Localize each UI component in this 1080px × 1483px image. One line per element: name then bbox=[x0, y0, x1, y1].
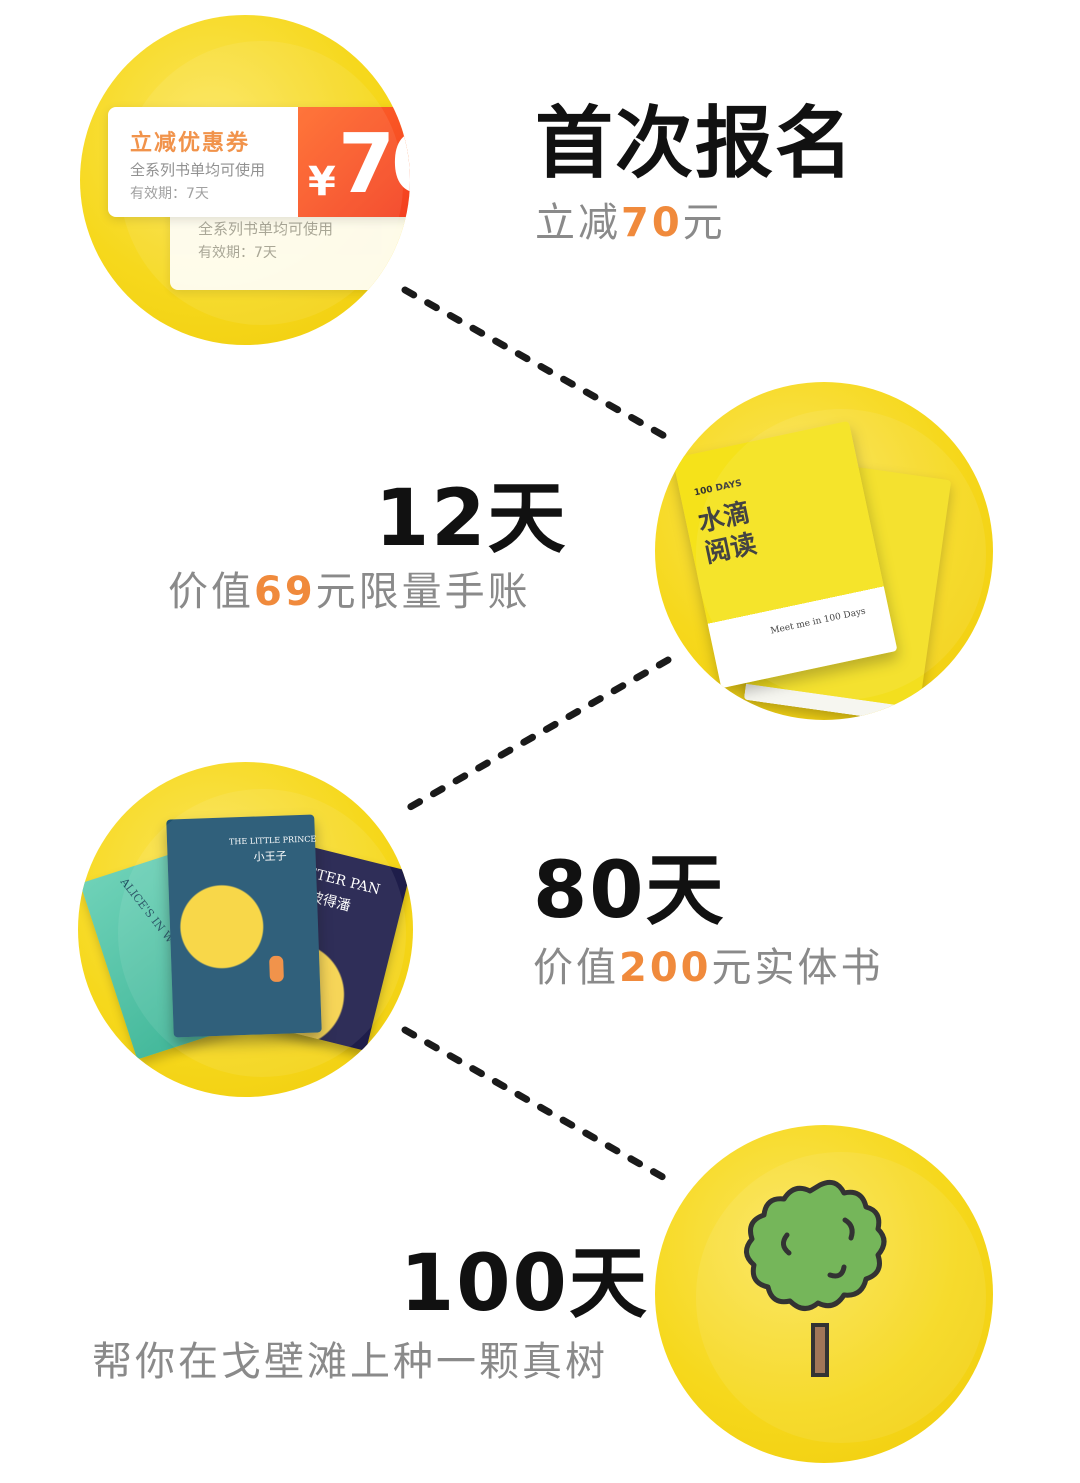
coupon-amount-panel: ¥ 70 bbox=[298, 107, 410, 217]
coupon-currency: ¥ bbox=[308, 159, 336, 205]
step3-subtitle: 价值200元实体书 bbox=[533, 948, 884, 988]
tree-circle bbox=[655, 1125, 993, 1463]
coupon-back: 全系列书单均可使用 有效期：7天 ¥ bbox=[170, 160, 410, 290]
step2-subtitle-prefix: 价值 bbox=[168, 569, 254, 615]
step3-title: 80天 bbox=[533, 846, 726, 936]
step3-subtitle-prefix: 价值 bbox=[533, 945, 619, 991]
coupon-front: 立减优惠券 全系列书单均可使用 有效期：7天 ¥ 70 bbox=[108, 107, 410, 217]
step1-subtitle-highlight: 70 bbox=[621, 200, 683, 246]
book-alice-title: ALICE'S IN W bbox=[117, 875, 177, 946]
coupon-back-desc: 全系列书单均可使用 bbox=[198, 220, 334, 238]
book-little-prince-figure bbox=[269, 955, 284, 983]
step4-subtitle: 帮你在戈壁滩上种一颗真树 bbox=[92, 1342, 608, 1382]
notebook-circle: 100 DAYS 水滴 阅读 Meet me in 100 Days bbox=[655, 382, 993, 720]
step2-subtitle: 价值69元限量手账 bbox=[168, 572, 531, 612]
step3-subtitle-highlight: 200 bbox=[619, 945, 712, 991]
connector-1 bbox=[401, 286, 672, 442]
step4-subtitle-prefix: 帮你在戈壁滩上种一颗真树 bbox=[92, 1339, 608, 1385]
notebook-title-line2: 阅读 bbox=[702, 529, 760, 570]
step1-subtitle-prefix: 立减 bbox=[535, 200, 621, 246]
book-peter-pan: PETER PAN 彼得潘 bbox=[247, 841, 411, 1052]
coupon-back-validity: 有效期：7天 bbox=[198, 245, 277, 261]
step1-subtitle-suffix: 元 bbox=[682, 200, 726, 246]
step2-title: 12天 bbox=[375, 474, 568, 564]
tree-icon bbox=[744, 1179, 887, 1377]
books-circle: ALICE'S IN W PETER PAN 彼得潘 THE LITTLE PR… bbox=[78, 762, 413, 1097]
notebook-days: 100 DAYS bbox=[693, 478, 743, 499]
step2-subtitle-suffix: 元限量手账 bbox=[315, 569, 531, 615]
coupon-circle: 全系列书单均可使用 有效期：7天 ¥ 立减优惠券 全系列书单均可使用 有效期：7… bbox=[80, 15, 410, 345]
coupon-desc: 全系列书单均可使用 bbox=[130, 161, 266, 179]
notebook-title-line1: 水滴 bbox=[695, 497, 753, 538]
coupon-title: 立减优惠券 bbox=[130, 131, 251, 156]
notebook-back bbox=[743, 456, 952, 720]
coupon-amount: 70 bbox=[338, 117, 410, 212]
step1-title: 首次报名 bbox=[535, 99, 856, 189]
connector-2 bbox=[401, 656, 672, 814]
book-peter-pan-cn: 彼得潘 bbox=[307, 889, 353, 915]
step4-title: 100天 bbox=[400, 1239, 649, 1329]
step1-subtitle: 立减70元 bbox=[535, 203, 726, 243]
book-peter-pan-en: PETER PAN bbox=[295, 862, 382, 899]
book-little-prince-en: THE LITTLE PRINCE bbox=[228, 834, 317, 847]
book-little-prince: THE LITTLE PRINCE 小王子 bbox=[166, 814, 322, 1038]
connector-3 bbox=[401, 1026, 672, 1184]
coupon-validity: 有效期：7天 bbox=[130, 186, 209, 202]
step2-subtitle-highlight: 69 bbox=[254, 569, 316, 615]
notebook-tagline: Meet me in 100 Days bbox=[769, 606, 867, 637]
notebook-front: 100 DAYS 水滴 阅读 Meet me in 100 Days bbox=[672, 420, 898, 689]
step3-subtitle-suffix: 元实体书 bbox=[711, 945, 884, 991]
book-little-prince-cn: 小王子 bbox=[253, 849, 287, 864]
